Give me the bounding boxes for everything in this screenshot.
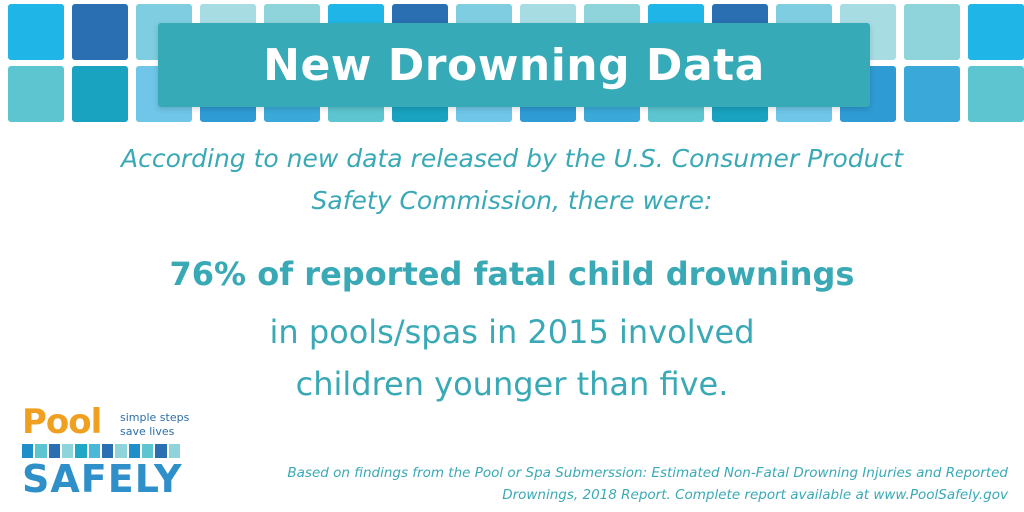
stat-detail: in pools/spas in 2015 involved children …	[40, 306, 984, 410]
background-tile	[72, 4, 128, 60]
background-tile	[72, 66, 128, 122]
background-tile	[8, 66, 64, 122]
logo-tagline: simple steps save lives	[120, 411, 200, 439]
intro-line-2: Safety Commission, there were:	[311, 186, 713, 215]
logo-word-safely: SAFELY	[22, 457, 183, 501]
background-tile	[904, 4, 960, 60]
page-title: New Drowning Data	[263, 39, 765, 91]
source-footnote: Based on findings from the Pool or Spa S…	[228, 462, 1008, 506]
pool-safely-logo: Pool simple steps save lives SAFELY	[22, 404, 202, 504]
logo-word-pool: Pool	[22, 402, 102, 442]
logo-tagline-2: save lives	[120, 425, 175, 438]
background-tile	[8, 4, 64, 60]
background-tile	[904, 66, 960, 122]
footnote-line-2: Drownings, 2018 Report. Complete report …	[502, 487, 1008, 503]
stat-highlight: 76% of reported fatal child drownings	[169, 255, 855, 293]
footnote-line-1: Based on findings from the Pool or Spa S…	[287, 465, 1008, 481]
stat-line-2: in pools/spas in 2015 involved	[269, 313, 755, 351]
title-banner: New Drowning Data	[158, 23, 870, 107]
background-tile	[968, 4, 1024, 60]
intro-text: According to new data released by the U.…	[40, 138, 984, 222]
logo-tagline-1: simple steps	[120, 411, 190, 424]
logo-tile-strip	[22, 444, 180, 458]
intro-line-1: According to new data released by the U.…	[120, 144, 904, 173]
stat-line-3: children younger than five.	[295, 365, 729, 403]
background-tile	[968, 66, 1024, 122]
